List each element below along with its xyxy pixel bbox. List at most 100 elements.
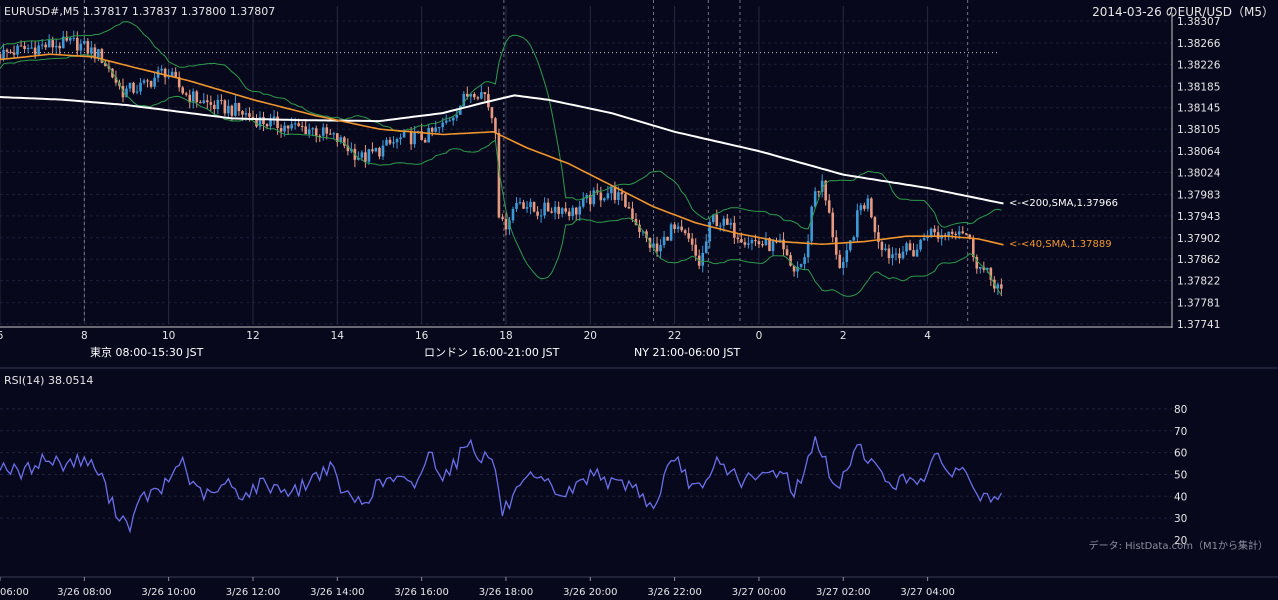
candle-body xyxy=(293,123,297,125)
rsi-tick-label: 50 xyxy=(1174,469,1187,481)
candle-body xyxy=(297,123,300,126)
candle-body xyxy=(54,45,58,48)
candle-body xyxy=(346,145,350,152)
candle-body xyxy=(887,248,891,259)
candle-body xyxy=(645,231,648,238)
candle-body xyxy=(652,243,655,248)
bottom-time-label: 3/27 04:00 xyxy=(900,587,954,598)
candle-body xyxy=(455,114,459,118)
candle-body xyxy=(553,206,557,213)
candle-body xyxy=(947,231,950,236)
candle-body xyxy=(458,105,462,115)
time-tick-label: 8 xyxy=(81,330,88,342)
candle-body xyxy=(90,47,93,54)
candle-body xyxy=(68,37,72,41)
candle-body xyxy=(202,100,206,103)
candle-body xyxy=(898,253,901,259)
candle-body xyxy=(142,80,146,83)
candle-body xyxy=(19,45,23,47)
candle-body xyxy=(163,68,167,78)
time-tick-label: 18 xyxy=(499,330,512,342)
candle-body xyxy=(820,180,824,192)
rsi-tick-label: 60 xyxy=(1174,448,1187,460)
candle-body xyxy=(901,251,905,259)
candle-body xyxy=(174,71,177,77)
candle-body xyxy=(206,100,209,103)
candle-body xyxy=(2,49,5,59)
candle-body xyxy=(466,93,469,97)
price-tick-label: 1.37862 xyxy=(1177,254,1220,266)
candle-body xyxy=(420,131,423,140)
candle-body xyxy=(817,191,820,193)
candle-body xyxy=(610,186,613,194)
candle-body xyxy=(933,228,936,233)
candle-body xyxy=(300,125,304,127)
candle-body xyxy=(687,233,690,239)
candle-body xyxy=(603,198,606,201)
candle-body xyxy=(659,245,662,252)
candle-body xyxy=(711,214,715,223)
candle-body xyxy=(399,137,402,140)
candle-body xyxy=(929,228,933,237)
candle-body xyxy=(694,244,697,256)
candle-body xyxy=(248,113,251,117)
price-tick-label: 1.37822 xyxy=(1177,276,1220,288)
candle-body xyxy=(750,240,754,244)
chart-title: 2014-03-26 のEUR/USD（M5） xyxy=(1092,5,1274,19)
candle-body xyxy=(757,241,761,245)
candle-body xyxy=(926,236,929,239)
candle-body xyxy=(957,231,961,235)
candle-body xyxy=(402,130,406,138)
price-tick-label: 1.37902 xyxy=(1177,233,1220,245)
candle-body xyxy=(845,250,849,262)
candle-body xyxy=(51,40,55,48)
candle-body xyxy=(325,127,329,134)
candle-body xyxy=(982,266,986,270)
candle-body xyxy=(557,206,560,214)
candle-body xyxy=(227,105,230,114)
candle-body xyxy=(448,120,452,122)
candle-body xyxy=(437,127,441,129)
candle-body xyxy=(213,104,216,110)
candle-body xyxy=(564,208,567,212)
candle-body xyxy=(272,116,276,119)
candle-body xyxy=(132,82,135,93)
price-tick-label: 1.38145 xyxy=(1177,103,1220,115)
candle-body xyxy=(525,207,529,209)
candle-body xyxy=(378,147,381,157)
candle-body xyxy=(328,133,332,135)
price-tick-label: 1.37781 xyxy=(1177,298,1220,310)
candle-body xyxy=(388,139,392,144)
candle-body xyxy=(581,198,585,207)
candle-body xyxy=(873,217,877,233)
candle-body xyxy=(423,139,427,143)
candle-body xyxy=(241,111,244,115)
candle-body xyxy=(824,180,828,201)
candle-body xyxy=(490,107,494,119)
candle-body xyxy=(473,93,476,98)
candle-body xyxy=(413,132,416,145)
candle-body xyxy=(364,152,367,162)
candle-body xyxy=(574,207,578,215)
candle-body xyxy=(782,239,785,250)
candle-body xyxy=(177,76,181,88)
price-tick-label: 1.38185 xyxy=(1177,81,1220,93)
candle-body xyxy=(146,80,149,82)
candle-body xyxy=(33,47,37,55)
candle-body xyxy=(634,218,638,225)
candle-body xyxy=(813,191,817,207)
candle-body xyxy=(536,211,539,216)
time-tick-label: 2 xyxy=(840,330,847,342)
candle-body xyxy=(971,237,975,257)
bottom-time-label: 06:00 xyxy=(0,587,29,598)
sma40-line xyxy=(0,53,1004,246)
candle-body xyxy=(104,62,107,67)
candle-body xyxy=(255,118,258,127)
candle-body xyxy=(560,208,564,214)
candle-body xyxy=(318,135,322,137)
candle-body xyxy=(736,237,740,240)
candle-body xyxy=(385,139,388,146)
session-tokyo: 東京 08:00-15:30 JST xyxy=(84,342,397,364)
